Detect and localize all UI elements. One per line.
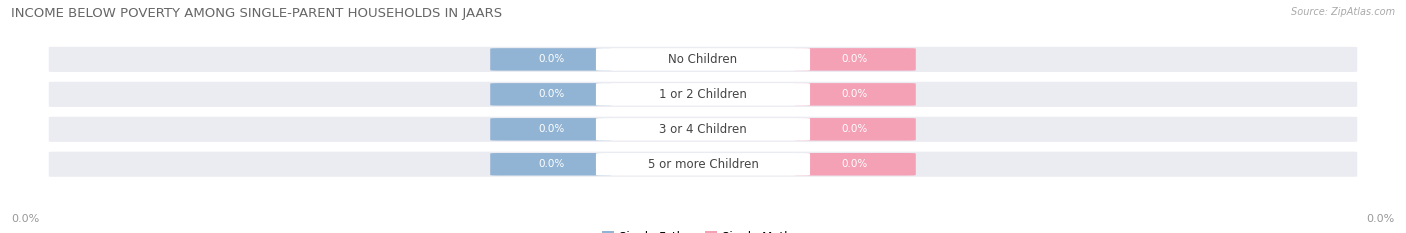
FancyBboxPatch shape: [596, 48, 810, 71]
Text: INCOME BELOW POVERTY AMONG SINGLE-PARENT HOUSEHOLDS IN JAARS: INCOME BELOW POVERTY AMONG SINGLE-PARENT…: [11, 7, 502, 20]
FancyBboxPatch shape: [596, 153, 810, 175]
FancyBboxPatch shape: [49, 82, 1357, 107]
Text: No Children: No Children: [668, 53, 738, 66]
FancyBboxPatch shape: [49, 47, 1357, 72]
Text: 3 or 4 Children: 3 or 4 Children: [659, 123, 747, 136]
FancyBboxPatch shape: [49, 117, 1357, 142]
Text: 0.0%: 0.0%: [538, 124, 564, 134]
FancyBboxPatch shape: [596, 83, 810, 106]
Text: 0.0%: 0.0%: [11, 214, 39, 224]
Text: 0.0%: 0.0%: [842, 55, 868, 64]
FancyBboxPatch shape: [794, 118, 915, 140]
FancyBboxPatch shape: [794, 48, 915, 71]
Text: Source: ZipAtlas.com: Source: ZipAtlas.com: [1291, 7, 1395, 17]
FancyBboxPatch shape: [49, 152, 1357, 177]
Text: 0.0%: 0.0%: [538, 55, 564, 64]
Text: 5 or more Children: 5 or more Children: [648, 158, 758, 171]
FancyBboxPatch shape: [491, 153, 612, 175]
FancyBboxPatch shape: [794, 153, 915, 175]
FancyBboxPatch shape: [794, 83, 915, 106]
Legend: Single Father, Single Mother: Single Father, Single Mother: [598, 226, 808, 233]
Text: 0.0%: 0.0%: [842, 89, 868, 99]
Text: 1 or 2 Children: 1 or 2 Children: [659, 88, 747, 101]
Text: 0.0%: 0.0%: [538, 159, 564, 169]
FancyBboxPatch shape: [491, 48, 612, 71]
FancyBboxPatch shape: [596, 118, 810, 140]
FancyBboxPatch shape: [491, 118, 612, 140]
Text: 0.0%: 0.0%: [538, 89, 564, 99]
Text: 0.0%: 0.0%: [842, 124, 868, 134]
FancyBboxPatch shape: [491, 83, 612, 106]
Text: 0.0%: 0.0%: [842, 159, 868, 169]
Text: 0.0%: 0.0%: [1367, 214, 1395, 224]
